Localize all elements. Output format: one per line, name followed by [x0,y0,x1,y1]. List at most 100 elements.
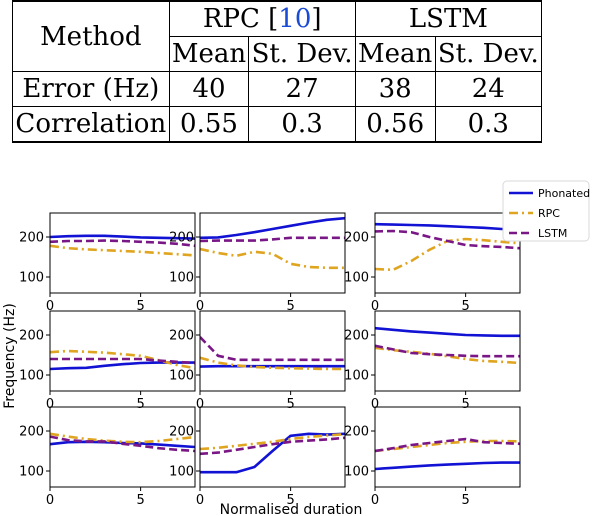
series-line-lstm [200,336,345,362]
series-line-lstm [200,436,345,456]
cell-value: 24 [434,71,543,107]
x-tick-label: 0 [196,299,204,314]
cell-value: 0.3 [434,106,543,143]
x-tick-label: 0 [46,299,54,314]
y-tick-label: 100 [344,465,369,480]
y-tick-label: 100 [344,271,369,286]
y-tick-label: 200 [344,425,369,440]
x-tick-label: 5 [286,493,294,508]
panel-7: 100 200 0 5 [19,406,196,508]
y-tick-label: 100 [169,369,194,384]
panel-frame [49,406,196,488]
table-row: Error (Hz) 40 27 38 24 [12,71,543,107]
panel-6: 100 200 0 5 [344,310,521,412]
subheader-lstm-stdev: St. Dev. [434,36,543,72]
legend-label-phonated: Phonated [538,187,590,200]
row-label-error: Error (Hz) [12,71,170,107]
panel-frame [374,212,521,294]
x-tick-label: 5 [286,299,294,314]
cell-value: 40 [168,71,250,107]
y-tick-label: 200 [19,329,44,344]
x-tick-label: 0 [196,493,204,508]
cell-value: 38 [354,71,436,107]
x-tick-label: 5 [461,397,469,412]
chart-legend: Phonated RPC LSTM [502,180,590,242]
panel-frame [199,212,346,294]
cell-value: 0.55 [168,106,250,143]
x-tick-label: 0 [371,397,379,412]
x-tick-label: 0 [46,397,54,412]
x-tick-label: 5 [461,299,469,314]
x-tick-label: 0 [196,397,204,412]
y-tick-label: 200 [169,425,194,440]
series-line-lstm [375,437,520,453]
series-line-phonated [50,234,195,240]
rpc-reference-link[interactable]: 10 [278,4,312,34]
y-tick-label: 200 [169,231,194,246]
y-tick-label: 100 [19,369,44,384]
subheader-lstm-mean: Mean [354,36,436,72]
y-tick-label: 200 [344,329,369,344]
series-line-lstm [50,357,195,365]
panel-3: 100 200 0 5 [344,212,521,314]
panel-8: 100 200 0 5 [169,406,346,508]
series-line-phonated [375,461,520,471]
series-line-lstm [50,435,195,453]
cell-value: 27 [248,71,356,107]
x-tick-label: 5 [136,493,144,508]
x-tick-label: 0 [371,493,379,508]
series-line-lstm [200,236,345,243]
y-tick-label: 200 [169,329,194,344]
panel-frame [374,310,521,392]
panel-4: 100 200 0 5 [19,310,196,412]
cell-value: 0.3 [248,106,356,143]
legend-label-lstm: LSTM [538,227,567,240]
series-line-rpc [200,356,345,371]
series-line-lstm [50,239,195,248]
y-tick-label: 100 [344,369,369,384]
table-row: Correlation 0.55 0.3 0.56 0.3 [12,106,543,143]
panel-frame [199,310,346,392]
series-line-lstm [375,344,520,358]
y-tick-label: 200 [19,425,44,440]
x-tick-label: 5 [286,397,294,412]
series-line-phonated [200,216,345,240]
row-label-correlation: Correlation [12,106,170,143]
y-tick-label: 200 [19,231,44,246]
panel-frame [49,310,196,392]
series-line-rpc [200,432,345,451]
series-line-rpc [50,349,195,370]
y-tick-label: 200 [344,231,369,246]
cell-value: 0.56 [354,106,436,143]
y-tick-label: 100 [169,465,194,480]
panel-2: 100 200 0 5 [169,212,346,314]
x-tick-label: 5 [461,493,469,508]
series-line-phonated [200,432,345,474]
subheader-rpc-mean: Mean [168,36,250,72]
y-tick-label: 100 [19,271,44,286]
subheader-rpc-stdev: St. Dev. [248,36,356,72]
results-table: Method RPC [10] LSTM Mean St. Dev. Mean … [12,0,543,143]
y-tick-label: 100 [19,465,44,480]
x-tick-label: 5 [136,299,144,314]
series-line-lstm [375,229,520,250]
method-header: Method [12,0,170,72]
lstm-group-header: LSTM [354,0,543,37]
x-tick-label: 0 [46,493,54,508]
x-axis-label: Normalised duration [220,502,363,516]
rpc-group-header: RPC [10] [168,0,356,37]
series-line-rpc [50,432,195,444]
panel-frame [374,406,521,488]
series-line-phonated [375,326,520,338]
legend-box [502,180,590,242]
panel-9: 100 200 0 5 [344,406,521,508]
series-line-rpc [375,237,520,272]
series-line-rpc [200,247,345,270]
panel-1: 100 200 0 5 [19,212,196,314]
panel-frame [199,406,346,488]
y-axis-label: Frequency (Hz) [2,303,18,409]
y-tick-label: 100 [169,271,194,286]
x-tick-label: 0 [371,299,379,314]
legend-label-rpc: RPC [538,207,560,220]
